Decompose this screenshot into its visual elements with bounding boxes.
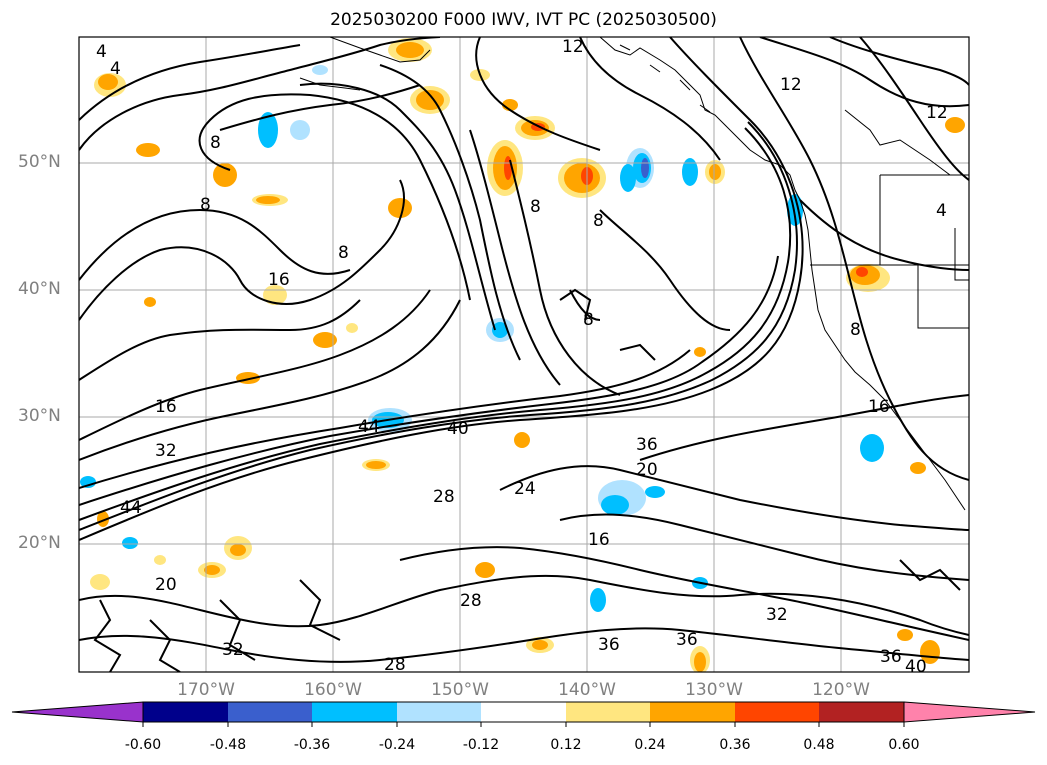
contour-labels: 4 4 8 8 8 12 12 12 4 8 8 8 16 16 16 16 2… bbox=[96, 37, 948, 677]
contour-label: 36 bbox=[636, 435, 658, 455]
map-title: 2025030200 F000 IWV, IVT PC (2025030500) bbox=[330, 10, 717, 30]
contour-label: 4 bbox=[96, 42, 107, 62]
ivt-anomaly-fill bbox=[80, 38, 965, 672]
lat-label-50n: 50°N bbox=[18, 152, 61, 172]
iwv-contours bbox=[79, 37, 969, 672]
contour-label: 32 bbox=[155, 441, 177, 461]
colorbar-tick: -0.60 bbox=[124, 737, 162, 753]
contour-label: 8 bbox=[583, 310, 594, 330]
contour-label: 16 bbox=[268, 270, 290, 290]
contour-label: 20 bbox=[155, 575, 177, 595]
contour-label: 16 bbox=[868, 397, 890, 417]
contour-label: 16 bbox=[155, 397, 177, 417]
contour-label: 8 bbox=[200, 195, 211, 215]
colorbar bbox=[11, 701, 1036, 727]
contour-label: 28 bbox=[433, 487, 455, 507]
contour-label: 12 bbox=[926, 103, 948, 123]
contour-label: 4 bbox=[110, 59, 121, 79]
contour-label: 4 bbox=[936, 201, 947, 221]
lon-label-140w: 140°W bbox=[558, 680, 616, 700]
colorbar-tick: 0.60 bbox=[888, 737, 920, 753]
lat-label-40n: 40°N bbox=[18, 279, 61, 299]
colorbar-tick: 0.36 bbox=[719, 737, 751, 753]
contour-label: 12 bbox=[562, 37, 584, 57]
contour-label: 12 bbox=[780, 75, 802, 95]
contour-label: 32 bbox=[766, 605, 788, 625]
lon-label-150w: 150°W bbox=[431, 680, 489, 700]
contour-label: 16 bbox=[588, 530, 610, 550]
contour-label: 36 bbox=[676, 630, 698, 650]
contour-label: 20 bbox=[636, 460, 658, 480]
colorbar-tick: 0.48 bbox=[803, 737, 835, 753]
contour-label: 40 bbox=[447, 419, 469, 439]
contour-label: 36 bbox=[880, 647, 902, 667]
colorbar-tick: -0.12 bbox=[462, 737, 500, 753]
colorbar-tick: 0.12 bbox=[550, 737, 582, 753]
colorbar-tick: -0.24 bbox=[378, 737, 416, 753]
contour-label: 8 bbox=[530, 197, 541, 217]
colorbar-tick: 0.24 bbox=[634, 737, 666, 753]
lat-label-20n: 20°N bbox=[18, 533, 61, 553]
contour-label: 8 bbox=[850, 320, 861, 340]
contour-label: 44 bbox=[120, 498, 142, 518]
lon-label-130w: 130°W bbox=[685, 680, 743, 700]
lon-label-170w: 170°W bbox=[177, 680, 235, 700]
contour-label: 40 bbox=[905, 657, 927, 677]
lon-label-160w: 160°W bbox=[304, 680, 362, 700]
contour-label: 8 bbox=[338, 243, 349, 263]
contour-label: 24 bbox=[514, 479, 536, 499]
contour-label: 36 bbox=[598, 635, 620, 655]
lon-label-120w: 120°W bbox=[812, 680, 870, 700]
contour-label: 32 bbox=[222, 640, 244, 660]
graticule bbox=[79, 37, 969, 672]
colorbar-tick: -0.48 bbox=[209, 737, 247, 753]
contour-label: 44 bbox=[358, 417, 380, 437]
coastline bbox=[299, 37, 969, 511]
colorbar-tick: -0.36 bbox=[293, 737, 331, 753]
contour-label: 8 bbox=[210, 133, 221, 153]
map-frame bbox=[78, 36, 970, 673]
contour-label: 28 bbox=[384, 655, 406, 675]
contour-label: 8 bbox=[593, 211, 604, 231]
contour-label: 28 bbox=[460, 591, 482, 611]
lat-label-30n: 30°N bbox=[18, 406, 61, 426]
